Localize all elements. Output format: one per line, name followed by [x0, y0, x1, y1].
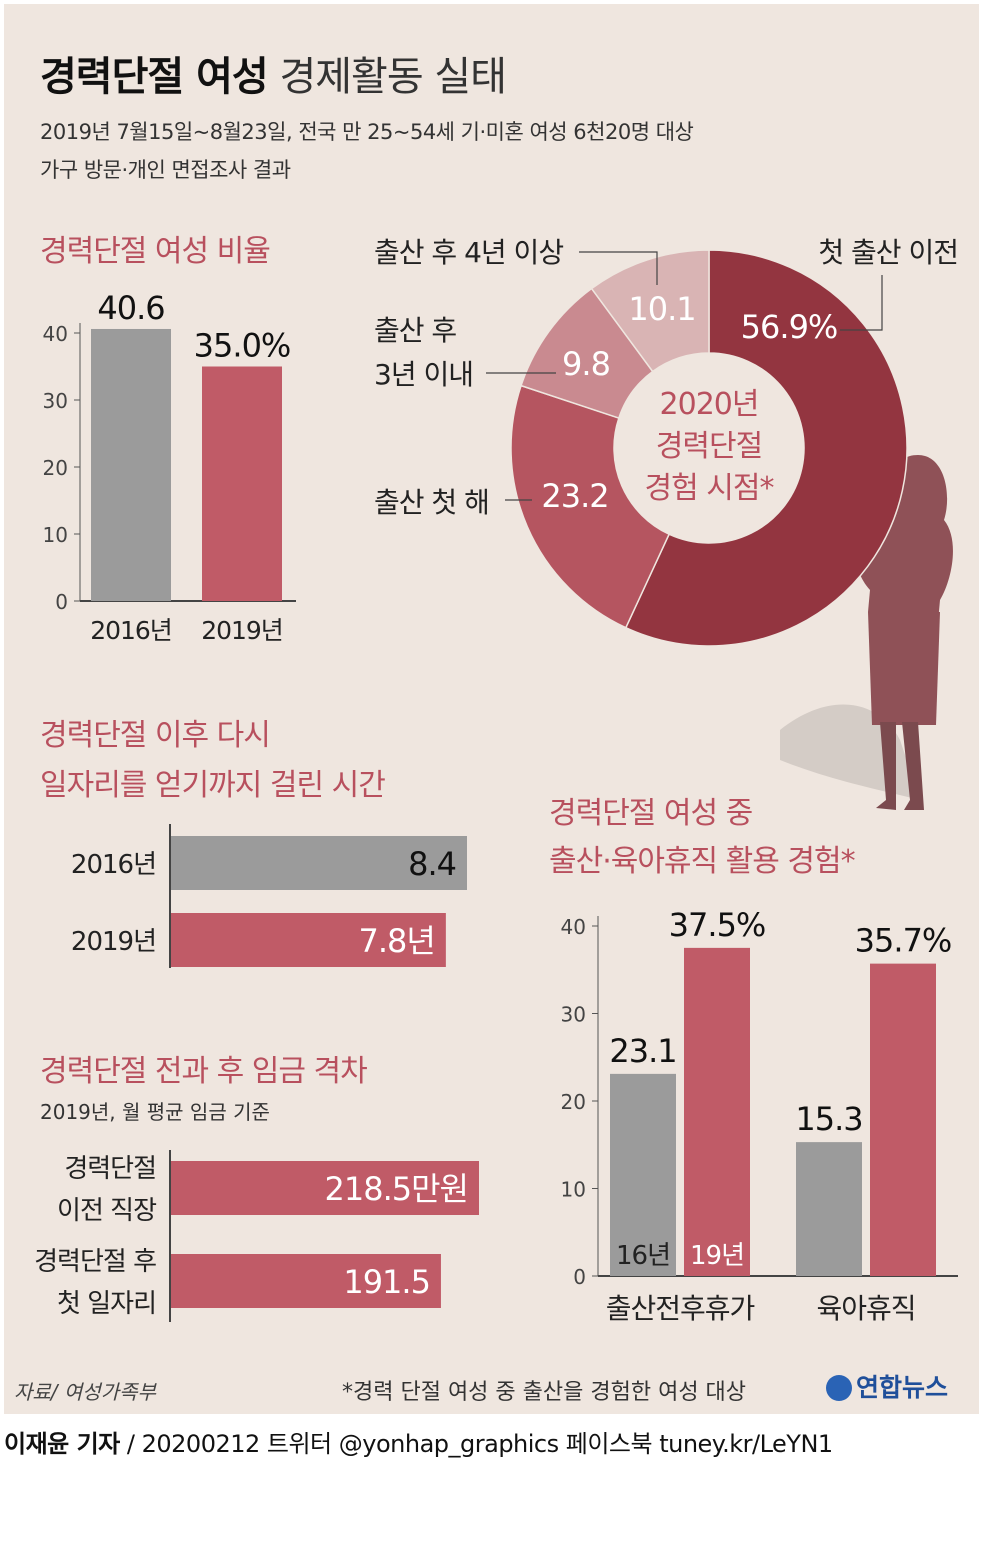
donut-label-4years-plus: 출산 후 4년 이상 — [374, 236, 563, 269]
ratio-ytick-label: 20 — [43, 456, 68, 480]
ratio-ytick-label: 0 — [55, 590, 68, 614]
ratio-bar-2016년 — [91, 328, 171, 601]
ratio-ytick-label: 10 — [43, 523, 68, 547]
reemployG-bar-1 — [171, 836, 467, 890]
leave-ytick-label: 0 — [573, 1265, 586, 1289]
donut-slice-value: 9.8 — [562, 345, 610, 383]
reemploy-chart: 8.4 2016년 7.8년 2019년 — [71, 824, 467, 968]
reemployG-category-label: 2016년 — [71, 850, 156, 880]
ratio-value-label: 40.6 — [97, 289, 164, 327]
donut-center-label: 경험 시점* — [645, 471, 775, 506]
donut-slice-1 — [624, 249, 908, 647]
leave-title-line-1: 경력단절 여성 중 — [549, 796, 753, 831]
leave-title-line-2: 출산·육아휴직 활용 경험* — [549, 844, 856, 879]
ratio-ytick-label: 40 — [43, 322, 68, 346]
leave-bar-16년-출산전후휴가 — [610, 1073, 676, 1276]
reemployG-bar-2 — [171, 913, 446, 967]
credit-line: 이재윤 기자 / 20200212 트위터 @yonhap_graphics 페… — [4, 1430, 833, 1458]
source-note: 자료/ 여성가족부 — [14, 1380, 156, 1404]
donut-slice-value: 56.9% — [741, 308, 838, 346]
leave-value-label: 35.7% — [855, 922, 952, 960]
page-title: 경력단절 여성 경제활동 실태 — [40, 54, 507, 100]
wageG-category-label: 경력단절 후 — [34, 1247, 156, 1277]
leave-bar-19년-출산전후휴가 — [684, 947, 750, 1276]
leave-ytick-label: 20 — [561, 1090, 586, 1114]
ratio-value-label: 35.0% — [194, 327, 291, 365]
wageG-bar-2 — [171, 1254, 441, 1308]
donut-slice-4 — [590, 249, 710, 373]
reemployG-value-label: 8.4 — [408, 845, 456, 883]
ratio-category-label: 2019년 — [201, 616, 283, 645]
logo-icon — [826, 1375, 852, 1401]
donut-label-3years-line1: 출산 후 — [374, 314, 456, 347]
reemployG-category-label: 2019년 — [71, 927, 156, 957]
yonhap-logo: 연합뉴스 — [826, 1368, 948, 1404]
wageG-category-label: 이전 직장 — [57, 1196, 156, 1226]
leave-value-label: 37.5% — [669, 906, 766, 944]
wageG-category-label: 경력단절 — [64, 1154, 156, 1184]
donut-slice-value: 10.1 — [628, 290, 695, 328]
donut-center-label: 2020년 — [660, 387, 759, 422]
donut-center-label: 경력단절 — [656, 429, 762, 464]
leave-value-label: 23.1 — [609, 1032, 676, 1070]
leave-ytick-label: 30 — [561, 1003, 586, 1027]
footnote: *경력 단절 여성 중 출산을 경험한 여성 대상 — [342, 1380, 747, 1405]
leave-ytick-label: 40 — [561, 915, 586, 939]
wageG-category-label: 첫 일자리 — [57, 1289, 156, 1319]
subtitle-line-1: 2019년 7월15일~8월23일, 전국 만 25~54세 기·미혼 여성 6… — [40, 120, 694, 144]
leader-line — [579, 251, 658, 285]
reemployG-value-label: 7.8년 — [359, 922, 435, 960]
donut-label-first-birth-before: 첫 출산 이전 — [818, 236, 958, 269]
leave-category-label: 출산전후휴가 — [606, 1292, 755, 1325]
leave-value-label: 15.3 — [795, 1100, 862, 1138]
donut-label-3years-line2: 3년 이내 — [374, 358, 473, 391]
subtitle-line-2: 가구 방문·개인 면접조사 결과 — [40, 158, 291, 182]
wageG-value-label: 191.5 — [343, 1263, 430, 1301]
ratio-chart: 0 10 20 30 40 40.6 2016년 35.0% 2019년 — [43, 289, 296, 645]
ratio-bar-2019년 — [202, 366, 282, 601]
ratio-ytick-label: 30 — [43, 389, 68, 413]
leave-bar-19년-육아휴직 — [870, 963, 936, 1276]
leave-ytick-label: 10 — [561, 1178, 586, 1202]
donut-slice-2 — [510, 384, 671, 629]
leave-series-label: 19년 — [690, 1241, 744, 1271]
leave-category-label: 육아휴직 — [816, 1292, 915, 1325]
ratio-title: 경력단절 여성 비율 — [40, 234, 271, 269]
woman-silhouette-icon — [780, 455, 953, 810]
wage-subtitle: 2019년, 월 평균 임금 기준 — [40, 1100, 270, 1124]
wage-title: 경력단절 전과 후 임금 격차 — [40, 1054, 368, 1089]
ratio-category-label: 2016년 — [90, 616, 172, 645]
reemploy-title-line-1: 경력단절 이후 다시 — [40, 718, 271, 753]
donut-slice-value: 23.2 — [541, 477, 608, 515]
reemploy-title-line-2: 일자리를 얻기까지 걸린 시간 — [40, 768, 386, 803]
wageG-value-label: 218.5만원 — [325, 1170, 469, 1208]
donut-label-first-year: 출산 첫 해 — [374, 486, 489, 519]
leave-series-label: 16년 — [616, 1241, 670, 1271]
leave-bar-16년-육아휴직 — [796, 1142, 862, 1276]
leader-line — [840, 275, 883, 331]
wageG-bar-1 — [171, 1161, 479, 1215]
